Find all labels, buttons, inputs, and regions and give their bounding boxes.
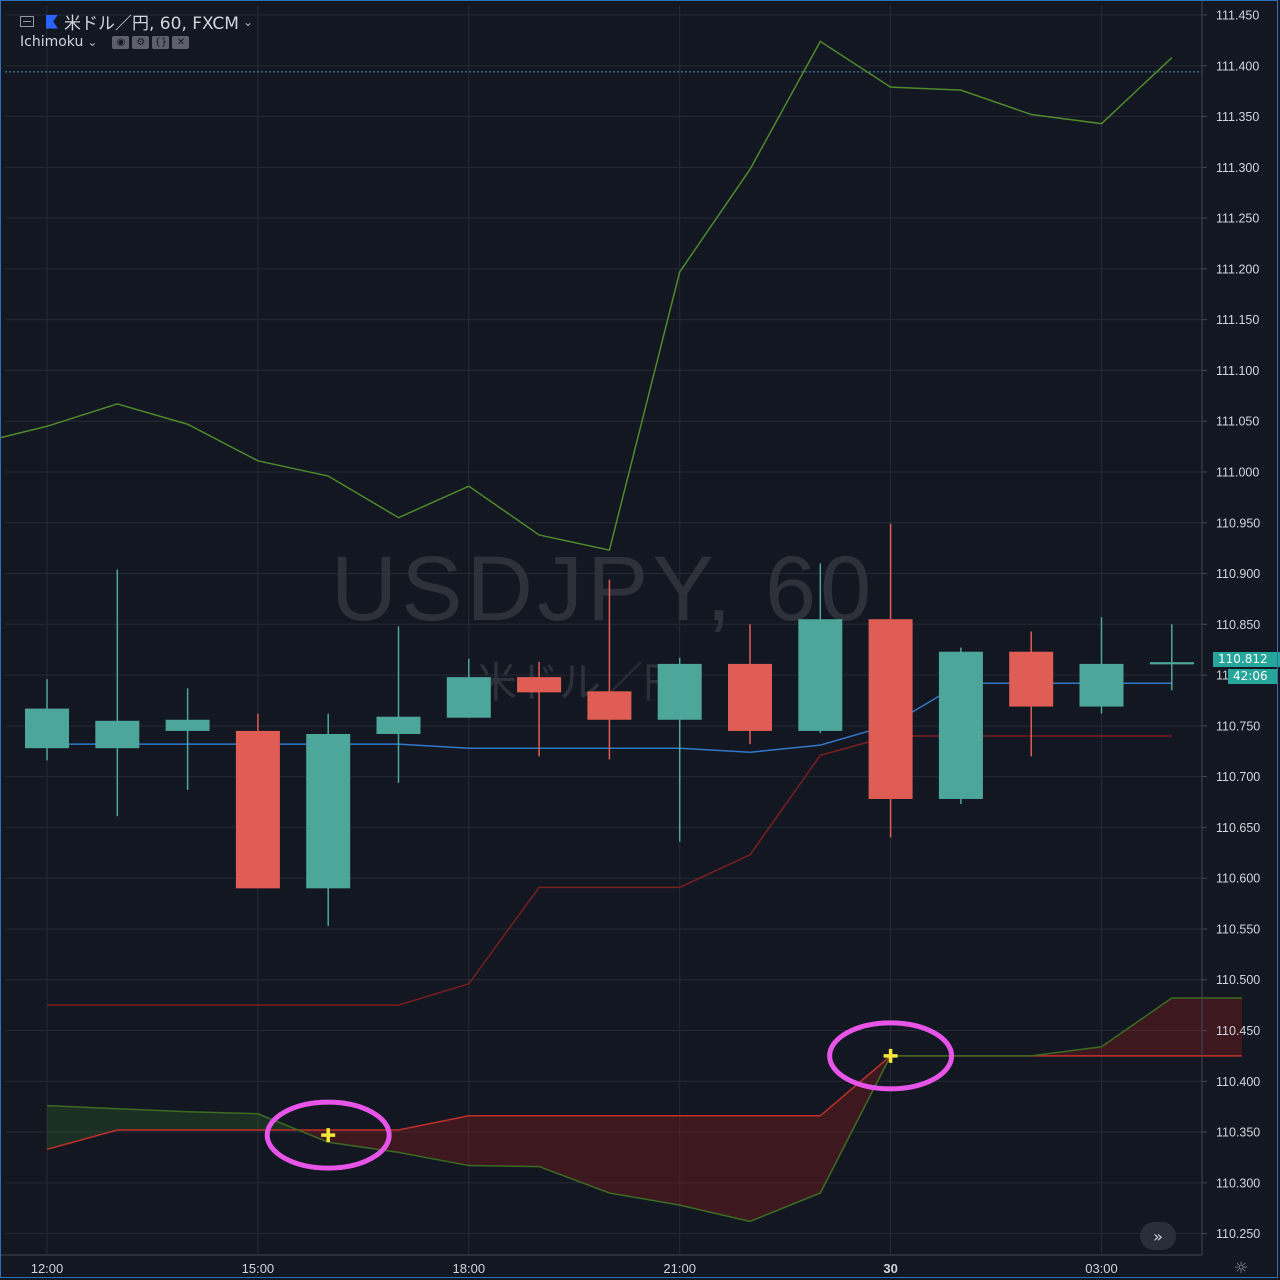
- candle-body: [165, 719, 210, 731]
- leading-span-a-series: [46, 1055, 1243, 1151]
- cloud-area: [47, 1105, 299, 1150]
- symbol-legend[interactable]: 米ドル／円, 60, FXCM ⌄: [20, 9, 253, 34]
- candle-body: [938, 651, 983, 799]
- price-tick-label: 110.550: [1216, 922, 1260, 936]
- candle-body: [517, 677, 562, 693]
- price-tick-label: 110.950: [1216, 516, 1260, 530]
- price-tick-label: 110.750: [1216, 719, 1260, 733]
- leading-span-b-series: [46, 997, 1243, 1223]
- candle-body: [306, 733, 351, 889]
- eye-icon[interactable]: ◉: [112, 35, 130, 49]
- gear-icon[interactable]: ⚙: [132, 35, 150, 49]
- price-tick-label: 111.250: [1216, 212, 1259, 226]
- price-tick-label: 110.300: [1216, 1176, 1260, 1190]
- price-tick-label: 111.300: [1216, 161, 1259, 175]
- price-tick-label: 111.200: [1216, 262, 1259, 276]
- candle-body: [1009, 651, 1054, 707]
- candle-body: [235, 730, 280, 889]
- price-tick-label: 111.450: [1216, 9, 1259, 23]
- price-tick-label: 110.900: [1216, 567, 1260, 581]
- price-tick-label: 111.050: [1216, 415, 1259, 429]
- symbol-label[interactable]: 米ドル／円, 60, FXCM: [64, 14, 239, 34]
- price-tick-label: 110.450: [1216, 1024, 1260, 1038]
- lagging-span-series: [0, 40, 1173, 552]
- settings-gear-icon[interactable]: ☼: [1233, 1258, 1249, 1277]
- watermark-title: USDJPY, 60: [331, 538, 876, 640]
- cross-marker: [883, 1048, 898, 1063]
- indicator-label[interactable]: Ichimoku: [20, 34, 84, 50]
- cloud-area: [298, 998, 1243, 1222]
- collapse-icon[interactable]: [20, 16, 34, 27]
- candle-body: [657, 663, 702, 720]
- indicator-buttons: ◉ ⚙ {} ✕: [109, 35, 190, 49]
- price-tick-label: 110.350: [1216, 1126, 1260, 1140]
- price-tick-label: 110.650: [1216, 821, 1260, 835]
- scroll-to-realtime-button[interactable]: »: [1140, 1222, 1176, 1250]
- candle-body: [798, 619, 843, 731]
- source-icon[interactable]: {}: [152, 35, 170, 49]
- ichimoku-cloud: [47, 998, 1243, 1222]
- time-tick-label: 03:00: [1085, 1261, 1118, 1276]
- countdown-tag: 42:06: [1228, 669, 1278, 684]
- candle-body: [446, 677, 491, 718]
- grid-lines: [5, 5, 1202, 1255]
- watermark-subtitle: 米ドル／円: [475, 658, 685, 707]
- indicator-lines: [0, 40, 1243, 1223]
- indicator-legend[interactable]: Ichimoku ⌄ ◉ ⚙ {} ✕: [20, 34, 190, 50]
- price-tick-label: 110.600: [1216, 872, 1260, 886]
- price-tick-label: 110.250: [1216, 1227, 1260, 1241]
- flag-icon: [46, 14, 58, 29]
- candle-body: [1079, 663, 1124, 707]
- base-line-series: [47, 735, 1172, 1006]
- price-tick-label: 110.400: [1216, 1075, 1260, 1089]
- candle-body: [728, 663, 772, 731]
- price-tick-label: 111.100: [1216, 364, 1259, 378]
- cross-markers: [264, 1020, 955, 1171]
- last-price-tag: 110.812: [1213, 652, 1280, 667]
- price-tick-label: 111.000: [1216, 465, 1259, 479]
- close-icon[interactable]: ✕: [172, 35, 190, 49]
- price-tick-label: 111.400: [1216, 59, 1259, 73]
- chevron-down-icon[interactable]: ⌄: [242, 14, 254, 29]
- price-tick-label: 110.500: [1216, 973, 1260, 987]
- candle-body: [587, 691, 632, 720]
- highlight-circle: [827, 1020, 955, 1092]
- candle-body: [95, 720, 140, 749]
- chevron-down-icon[interactable]: ⌄: [87, 35, 98, 49]
- time-tick-label: 12:00: [31, 1261, 64, 1276]
- highlight-circle: [264, 1099, 392, 1171]
- price-tick-label: 110.850: [1216, 618, 1260, 632]
- price-tick-label: 110.700: [1216, 770, 1260, 784]
- candle-body: [868, 619, 913, 799]
- candle-body: [25, 708, 69, 749]
- cross-marker: [321, 1128, 336, 1143]
- time-tick-label: 30: [883, 1261, 897, 1276]
- candlesticks: [25, 523, 1194, 926]
- candle-body: [376, 716, 421, 734]
- time-tick-label: 15:00: [242, 1261, 275, 1276]
- time-tick-label: 21:00: [663, 1261, 696, 1276]
- price-tick-label: 111.350: [1216, 110, 1259, 124]
- time-tick-label: 18:00: [453, 1261, 486, 1276]
- price-tick-label: 111.150: [1216, 313, 1259, 327]
